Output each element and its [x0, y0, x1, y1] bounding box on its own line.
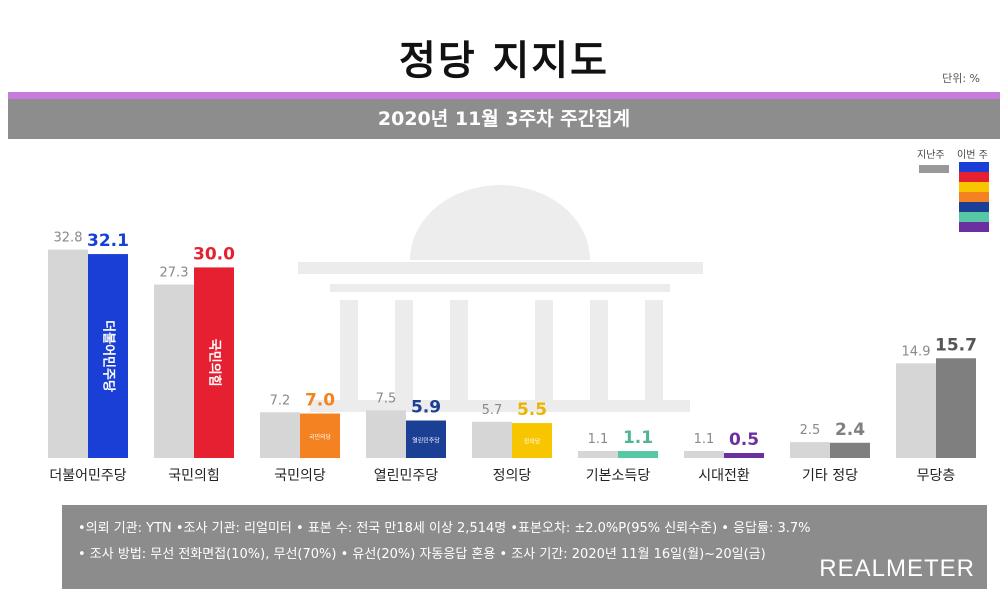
page-title: 정당 지지도	[399, 38, 609, 84]
survey-info-line-2: • 조사 방법: 무선 전화면접(10%), 무선(70%) • 유선(20%)…	[78, 547, 766, 562]
value-label-prev: 7.5	[376, 391, 397, 406]
value-label-prev: 1.1	[694, 432, 715, 447]
party-logo: 열린민주당	[412, 436, 440, 444]
bar-prev-week	[154, 284, 194, 458]
value-label-this: 7.0	[305, 391, 335, 411]
party-logo: 국민의힘	[207, 339, 223, 387]
bar-this-week	[724, 453, 764, 458]
value-label-prev: 32.8	[54, 231, 83, 246]
value-label-this: 32.1	[87, 231, 129, 251]
bar-prev-week	[472, 421, 512, 458]
category-label: 시대전환	[698, 468, 750, 484]
category-label: 기본소득당	[586, 468, 651, 484]
category-label: 국민의힘	[168, 468, 220, 484]
value-label-this: 30.0	[193, 244, 235, 264]
bar-this-week	[618, 451, 658, 458]
bar-this-week	[300, 413, 340, 458]
value-label-this: 2.4	[835, 420, 865, 440]
category-label: 더불어민주당	[49, 468, 126, 484]
bar-this-week	[936, 358, 976, 458]
header-accent-line	[8, 92, 1000, 99]
bar-prev-week	[790, 442, 830, 458]
subtitle-band: 2020년 11월 3주차 주간집계	[8, 99, 1000, 139]
legend-curr-label: 이번 주	[957, 150, 988, 161]
legend-swatch	[959, 212, 989, 222]
value-label-this: 15.7	[935, 335, 977, 355]
value-label-prev: 7.2	[270, 393, 291, 408]
value-label-this: 0.5	[729, 430, 759, 450]
value-label-this: 5.9	[411, 398, 441, 418]
category-label: 열린민주당	[374, 468, 439, 484]
category-label: 정의당	[493, 468, 532, 484]
bar-prev-week	[260, 412, 300, 458]
legend-swatch	[959, 192, 989, 202]
assembly-building-watermark	[298, 185, 703, 412]
legend-prev-label: 지난주	[917, 150, 945, 161]
legend-swatch	[959, 162, 989, 172]
party-logo: 정의당	[524, 438, 541, 446]
survey-info-line-1: •의뢰 기관: YTN •조사 기관: 리얼미터 • 표본 수: 전국 만18세…	[78, 521, 811, 536]
bar-prev-week	[366, 410, 406, 458]
legend-curr-swatches	[959, 162, 989, 232]
bar-prev-week	[578, 451, 618, 458]
party-logo: 국민의당	[309, 433, 332, 441]
bar-this-week	[194, 267, 234, 458]
bar-prev-week	[48, 249, 88, 458]
value-label-this: 5.5	[517, 400, 547, 420]
category-label: 국민의당	[274, 468, 326, 484]
legend-swatch	[959, 202, 989, 212]
party-logo: 더불어민주당	[101, 320, 117, 392]
category-label: 무당층	[917, 468, 956, 484]
realmeter-logo: REALMETER	[819, 555, 975, 582]
survey-info-box: •의뢰 기관: YTN •조사 기관: 리얼미터 • 표본 수: 전국 만18세…	[62, 505, 987, 589]
bar-this-week	[406, 420, 446, 458]
value-label-prev: 14.9	[902, 344, 931, 359]
legend-prev-swatch	[919, 165, 949, 173]
legend-swatch	[959, 222, 989, 232]
value-label-prev: 1.1	[588, 432, 609, 447]
value-label-this: 1.1	[623, 428, 653, 448]
value-label-prev: 27.3	[160, 266, 189, 281]
category-label: 기타 정당	[802, 468, 858, 484]
value-label-prev: 5.7	[482, 403, 503, 418]
legend-swatch	[959, 172, 989, 182]
bar-this-week	[830, 442, 870, 458]
bar-prev-week	[896, 363, 936, 458]
unit-label: 단위: %	[942, 72, 980, 85]
bar-prev-week	[684, 451, 724, 458]
bar-this-week	[512, 423, 552, 458]
legend-swatch	[959, 182, 989, 192]
value-label-prev: 2.5	[800, 423, 821, 438]
bar-this-week	[88, 254, 128, 458]
